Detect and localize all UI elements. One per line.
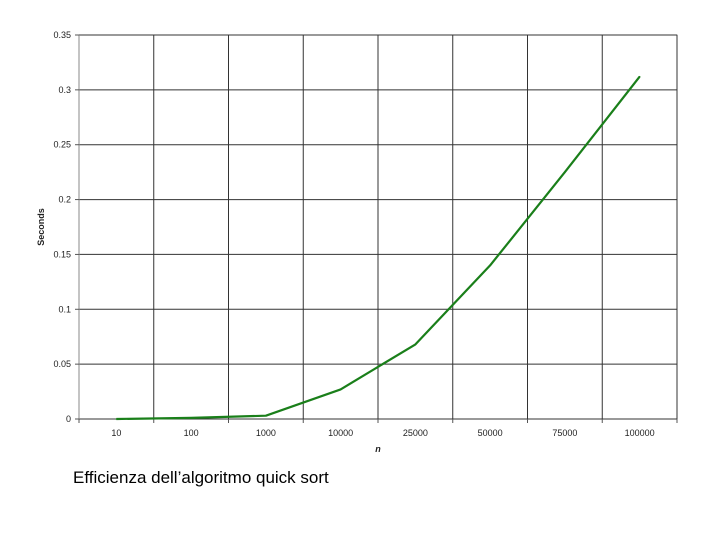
data-point	[564, 171, 566, 173]
y-tick-label: 0.3	[58, 85, 71, 95]
y-axis-title: Seconds	[36, 208, 46, 246]
data-point	[339, 388, 342, 391]
y-tick-label: 0.05	[53, 359, 71, 369]
grid	[78, 34, 678, 423]
data-point	[638, 75, 641, 78]
x-axis-title: n	[375, 444, 381, 454]
x-tick-label: 25000	[403, 428, 428, 438]
x-tick-label: 10	[111, 428, 121, 438]
x-tick-label: 10000	[328, 428, 353, 438]
series	[115, 75, 641, 421]
caption: Efficienza dell’algoritmo quick sort	[73, 468, 329, 487]
y-tick-label: 0	[66, 414, 71, 424]
x-tick-label: 100	[184, 428, 199, 438]
y-tick-label: 0.15	[53, 249, 71, 259]
y-tick-label: 0.1	[58, 304, 71, 314]
data-point	[265, 414, 267, 417]
x-tick-label: 1000	[256, 428, 276, 438]
x-tick-label: 100000	[625, 428, 655, 438]
data-point	[115, 418, 118, 420]
y-tick-label: 0.25	[53, 140, 71, 150]
data-point	[190, 417, 192, 419]
y-tick-label: 0.35	[53, 30, 71, 40]
x-tick-label: 75000	[552, 428, 577, 438]
x-tick-label: 50000	[478, 428, 503, 438]
series-line	[116, 76, 641, 421]
data-point	[414, 343, 417, 346]
y-tick-label: 0.2	[58, 195, 71, 205]
data-point	[489, 264, 491, 267]
x-ticks: 10 100 1000 10000 25000 50000 75000 100000	[111, 428, 654, 438]
y-ticks: 0 0.05 0.1 0.15 0.2 0.25 0.3 0.35	[53, 30, 79, 424]
